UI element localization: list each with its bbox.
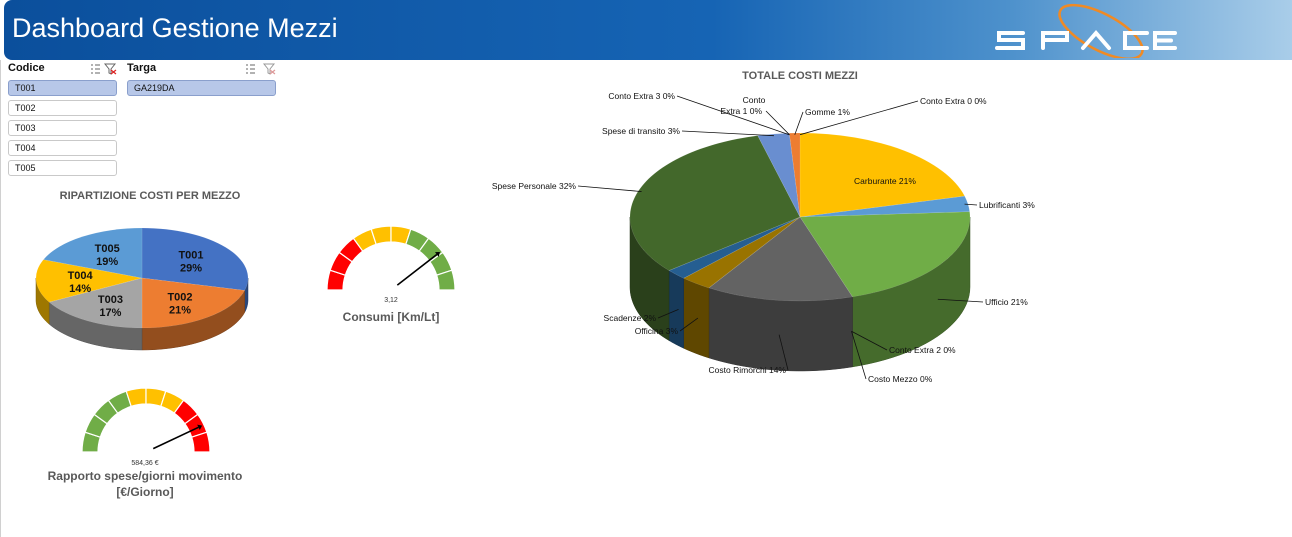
pie-totale-leader-line (657, 308, 679, 319)
codice-slicer-item[interactable]: T005 (8, 160, 117, 176)
pie-totale-leader-line (794, 111, 804, 135)
pie-totale-slice (799, 195, 971, 218)
pie-totale-label: Conto Extra 3 0% (608, 91, 675, 101)
pie-totale-chart: Conto Extra 0 0% Carburante 21% Lubrifican… (492, 91, 1035, 384)
clear-filter-icon[interactable] (262, 63, 276, 75)
pie-totale-leader-line (765, 110, 790, 136)
codice-slicer: Codice T001 T002 T003 T004 T005 (8, 61, 117, 176)
codice-slicer-item[interactable]: T004 (8, 140, 117, 156)
pie-totale-label: Conto Extra 0 0% (920, 96, 987, 106)
pie-totale-label: Spese Personale 32% (492, 181, 577, 191)
pie-mezzo-label: T001 (178, 250, 203, 262)
pie-totale-label: Carburante 21% (854, 176, 916, 186)
pie-totale-label: Gomme 1% (805, 107, 850, 117)
pie-totale-label: Costo Mezzo 0% (868, 374, 933, 384)
pie-totale-label: Officina 3% (635, 326, 679, 336)
gauge-needle-tip (434, 251, 440, 257)
pie-mezzo-title: RIPARTIZIONE COSTI PER MEZZO (59, 190, 241, 202)
pie-totale-label: Costo Rimorchi 14% (709, 365, 787, 375)
consumi-label: Consumi [Km/Lt] (342, 310, 440, 324)
pie-totale-slice (708, 216, 854, 302)
pie-totale-label: Lubrificanti 3% (979, 200, 1035, 210)
pie-totale-leader-line (676, 95, 790, 136)
gauge-segment (190, 431, 211, 453)
clear-filter-icon[interactable] (103, 63, 117, 75)
targa-slicer: Targa GA219DA (127, 61, 276, 96)
codice-slicer-item[interactable]: T003 (8, 120, 117, 136)
targa-slicer-title: Targa (127, 62, 157, 74)
pie-mezzo-value: 17% (99, 307, 121, 319)
pie-totale-label: Scadenze 2% (604, 313, 657, 323)
pie-mezzo-value: 19% (96, 256, 118, 268)
pie-mezzo-slice (141, 227, 249, 291)
multi-select-icon[interactable] (91, 64, 100, 74)
pie-totale-slice (799, 132, 966, 218)
gauge-needle (152, 426, 199, 450)
pie-totale-leader-line (964, 203, 978, 206)
pie-mezzo-slice (42, 227, 143, 279)
rapporto-gauge (81, 387, 211, 453)
pie-totale-slice (788, 132, 801, 218)
pie-totale-slice (668, 216, 801, 279)
gauge-needle-tip (197, 424, 203, 431)
pie-totale-label: Ufficio 21% (985, 297, 1028, 307)
pie-totale-slice-side (683, 277, 710, 359)
codice-slicer-title: Codice (8, 62, 45, 74)
targa-slicer-item[interactable]: GA219DA (127, 80, 276, 96)
pie-totale-leader-line (799, 100, 919, 136)
pie-mezzo-label: T004 (68, 270, 94, 282)
rapporto-label-line1: Rapporto spese/giorni movimento (47, 469, 243, 483)
sheet-gridline (0, 60, 1, 537)
pie-mezzo-value: 14% (69, 283, 91, 295)
pie-totale-leader-line (679, 317, 699, 332)
gauge-needle (396, 253, 438, 286)
pie-mezzo-label: T003 (98, 294, 123, 306)
pie-totale-leader-line (778, 334, 789, 371)
pie-totale-slice (799, 211, 971, 298)
pie-mezzo-slice (35, 259, 143, 303)
consumi-value: 3,12 (384, 297, 398, 304)
gauge-segment (435, 269, 456, 291)
rapporto-label-line2: [€/Giorno] (116, 485, 174, 499)
pie-mezzo-label: T002 (167, 292, 192, 304)
pie-totale-slice-side (668, 270, 684, 349)
rapporto-value: 584,36 € (131, 460, 159, 467)
pie-mezzo-value: 21% (169, 305, 191, 317)
page-title: Dashboard Gestione Mezzi (12, 13, 338, 43)
rapporto-label: Rapporto spese/giorni movimento [€/Giorn… (40, 469, 250, 499)
space-logo (995, 3, 1177, 58)
pie-totale-leader-line (681, 130, 774, 137)
codice-slicer-item[interactable]: T001 (8, 80, 117, 96)
pie-totale-title: TOTALE COSTI MEZZI (742, 70, 858, 82)
pie-totale-leader-line (577, 185, 642, 192)
pie-totale-leader-line (937, 298, 984, 303)
pie-totale-label: Conto Extra 2 0% (889, 345, 956, 355)
pie-totale-label: Extra 1 0% (720, 106, 762, 116)
pie-mezzo-label: T005 (95, 243, 120, 255)
pie-mezzo-value: 29% (180, 263, 202, 275)
pie-totale-leader-line (851, 330, 888, 351)
pie-totale-slice (757, 132, 801, 218)
pie-totale-slice (682, 216, 801, 289)
dashboard-header: Dashboard Gestione Mezzi (4, 0, 1292, 60)
codice-slicer-item[interactable]: T002 (8, 100, 117, 116)
consumi-gauge (326, 225, 456, 291)
pie-mezzo-slice (48, 277, 143, 329)
pie-mezzo-slice (141, 277, 246, 329)
multi-select-icon[interactable] (246, 64, 255, 74)
pie-totale-label: Conto (743, 95, 766, 105)
pie-totale-leader-line (851, 331, 867, 380)
pie-totale-label: Spese di transito 3% (602, 126, 680, 136)
